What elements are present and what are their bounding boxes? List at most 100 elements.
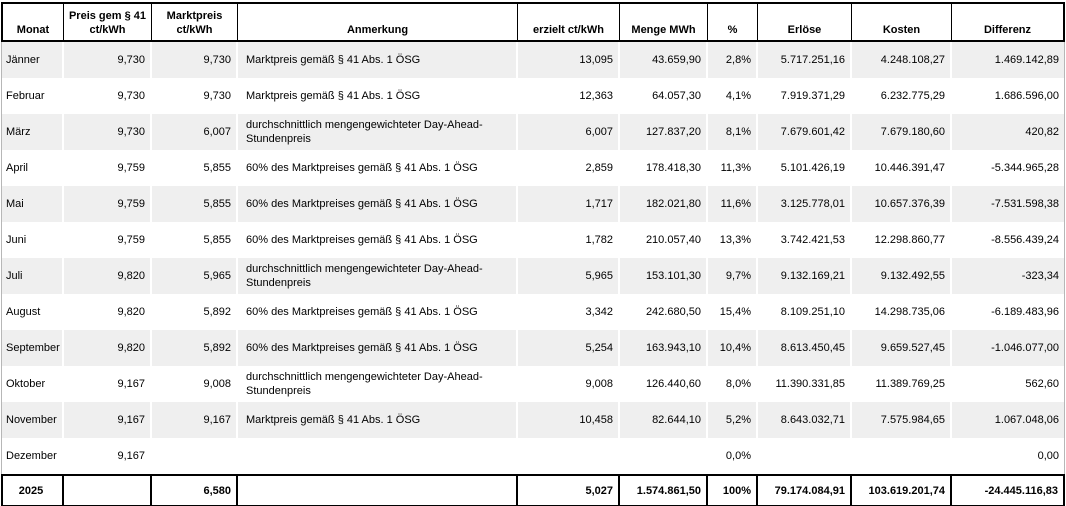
cell-marktpreis[interactable]: 9,008 xyxy=(152,366,238,402)
cell-monat[interactable]: Jänner xyxy=(1,42,64,78)
cell-preis[interactable]: 9,759 xyxy=(64,222,152,258)
column-header-monat[interactable]: Monat xyxy=(1,2,64,42)
cell-erzielt[interactable]: 12,363 xyxy=(518,78,620,114)
cell-differenz[interactable]: 1.469.142,89 xyxy=(952,42,1065,78)
cell-pct[interactable]: 9,7% xyxy=(708,258,758,294)
cell-preis[interactable]: 9,820 xyxy=(64,330,152,366)
cell-kosten[interactable]: 12.298.860,77 xyxy=(852,222,952,258)
cell-erloese[interactable]: 7.679.601,42 xyxy=(758,114,852,150)
total-cell-preis[interactable] xyxy=(64,474,152,506)
cell-marktpreis[interactable]: 5,855 xyxy=(152,150,238,186)
cell-monat[interactable]: September xyxy=(1,330,64,366)
cell-preis[interactable]: 9,759 xyxy=(64,186,152,222)
cell-differenz[interactable]: -5.344.965,28 xyxy=(952,150,1065,186)
cell-differenz[interactable]: 562,60 xyxy=(952,366,1065,402)
total-cell-anmerkung[interactable] xyxy=(238,474,518,506)
cell-erloese[interactable] xyxy=(758,438,852,474)
column-header-differenz[interactable]: Differenz xyxy=(952,2,1065,42)
cell-preis[interactable]: 9,759 xyxy=(64,150,152,186)
cell-monat[interactable]: Mai xyxy=(1,186,64,222)
cell-erloese[interactable]: 8.643.032,71 xyxy=(758,402,852,438)
cell-anmerkung[interactable]: Marktpreis gemäß § 41 Abs. 1 ÖSG xyxy=(238,402,518,438)
cell-pct[interactable]: 11,6% xyxy=(708,186,758,222)
cell-erzielt[interactable]: 3,342 xyxy=(518,294,620,330)
cell-erloese[interactable]: 7.919.371,29 xyxy=(758,78,852,114)
cell-marktpreis[interactable]: 9,167 xyxy=(152,402,238,438)
column-header-pct[interactable]: % xyxy=(708,2,758,42)
cell-menge[interactable]: 182.021,80 xyxy=(620,186,708,222)
cell-marktpreis[interactable]: 6,007 xyxy=(152,114,238,150)
cell-pct[interactable]: 8,1% xyxy=(708,114,758,150)
column-header-kosten[interactable]: Kosten xyxy=(852,2,952,42)
cell-marktpreis[interactable]: 9,730 xyxy=(152,42,238,78)
cell-monat[interactable]: Februar xyxy=(1,78,64,114)
cell-menge[interactable]: 64.057,30 xyxy=(620,78,708,114)
cell-erzielt[interactable]: 2,859 xyxy=(518,150,620,186)
cell-marktpreis[interactable]: 5,892 xyxy=(152,294,238,330)
cell-anmerkung[interactable] xyxy=(238,438,518,474)
cell-marktpreis[interactable]: 5,965 xyxy=(152,258,238,294)
cell-pct[interactable]: 15,4% xyxy=(708,294,758,330)
cell-differenz[interactable]: -6.189.483,96 xyxy=(952,294,1065,330)
cell-menge[interactable]: 163.943,10 xyxy=(620,330,708,366)
cell-pct[interactable]: 13,3% xyxy=(708,222,758,258)
cell-preis[interactable]: 9,730 xyxy=(64,78,152,114)
cell-erloese[interactable]: 5.101.426,19 xyxy=(758,150,852,186)
column-header-erzielt[interactable]: erzielt ct/kWh xyxy=(518,2,620,42)
cell-differenz[interactable]: -1.046.077,00 xyxy=(952,330,1065,366)
cell-menge[interactable]: 153.101,30 xyxy=(620,258,708,294)
total-cell-pct[interactable]: 100% xyxy=(708,474,758,506)
cell-kosten[interactable]: 7.679.180,60 xyxy=(852,114,952,150)
total-cell-kosten[interactable]: 103.619.201,74 xyxy=(852,474,952,506)
cell-monat[interactable]: Juni xyxy=(1,222,64,258)
cell-menge[interactable]: 178.418,30 xyxy=(620,150,708,186)
cell-monat[interactable]: November xyxy=(1,402,64,438)
cell-menge[interactable]: 126.440,60 xyxy=(620,366,708,402)
cell-erloese[interactable]: 11.390.331,85 xyxy=(758,366,852,402)
column-header-marktpreis[interactable]: Marktpreis ct/kWh xyxy=(152,2,238,42)
total-cell-monat[interactable]: 2025 xyxy=(1,474,64,506)
cell-kosten[interactable]: 14.298.735,06 xyxy=(852,294,952,330)
cell-pct[interactable]: 10,4% xyxy=(708,330,758,366)
cell-menge[interactable]: 242.680,50 xyxy=(620,294,708,330)
cell-differenz[interactable]: -8.556.439,24 xyxy=(952,222,1065,258)
cell-kosten[interactable]: 7.575.984,65 xyxy=(852,402,952,438)
cell-preis[interactable]: 9,730 xyxy=(64,42,152,78)
cell-kosten[interactable]: 9.132.492,55 xyxy=(852,258,952,294)
cell-marktpreis[interactable]: 5,855 xyxy=(152,222,238,258)
cell-erloese[interactable]: 8.109.251,10 xyxy=(758,294,852,330)
cell-kosten[interactable] xyxy=(852,438,952,474)
column-header-erloese[interactable]: Erlöse xyxy=(758,2,852,42)
cell-differenz[interactable]: -7.531.598,38 xyxy=(952,186,1065,222)
cell-erzielt[interactable]: 5,254 xyxy=(518,330,620,366)
cell-pct[interactable]: 8,0% xyxy=(708,366,758,402)
cell-erloese[interactable]: 8.613.450,45 xyxy=(758,330,852,366)
cell-menge[interactable]: 127.837,20 xyxy=(620,114,708,150)
cell-menge[interactable]: 82.644,10 xyxy=(620,402,708,438)
cell-anmerkung[interactable]: 60% des Marktpreises gemäß § 41 Abs. 1 Ö… xyxy=(238,330,518,366)
cell-marktpreis[interactable] xyxy=(152,438,238,474)
cell-preis[interactable]: 9,167 xyxy=(64,438,152,474)
cell-differenz[interactable]: 1.686.596,00 xyxy=(952,78,1065,114)
cell-marktpreis[interactable]: 5,892 xyxy=(152,330,238,366)
cell-monat[interactable]: August xyxy=(1,294,64,330)
cell-menge[interactable]: 210.057,40 xyxy=(620,222,708,258)
cell-pct[interactable]: 5,2% xyxy=(708,402,758,438)
cell-monat[interactable]: Juli xyxy=(1,258,64,294)
column-header-anmerkung[interactable]: Anmerkung xyxy=(238,2,518,42)
total-cell-menge[interactable]: 1.574.861,50 xyxy=(620,474,708,506)
cell-anmerkung[interactable]: durchschnittlich mengengewichteter Day-A… xyxy=(238,366,518,402)
column-header-menge[interactable]: Menge MWh xyxy=(620,2,708,42)
cell-anmerkung[interactable]: 60% des Marktpreises gemäß § 41 Abs. 1 Ö… xyxy=(238,294,518,330)
cell-monat[interactable]: Dezember xyxy=(1,438,64,474)
cell-pct[interactable]: 2,8% xyxy=(708,42,758,78)
cell-erzielt[interactable]: 1,717 xyxy=(518,186,620,222)
cell-monat[interactable]: Oktober xyxy=(1,366,64,402)
cell-anmerkung[interactable]: durchschnittlich mengengewichteter Day-A… xyxy=(238,114,518,150)
cell-erzielt[interactable]: 10,458 xyxy=(518,402,620,438)
cell-differenz[interactable]: 0,00 xyxy=(952,438,1065,474)
cell-pct[interactable]: 0,0% xyxy=(708,438,758,474)
cell-anmerkung[interactable]: 60% des Marktpreises gemäß § 41 Abs. 1 Ö… xyxy=(238,150,518,186)
cell-menge[interactable] xyxy=(620,438,708,474)
cell-preis[interactable]: 9,820 xyxy=(64,294,152,330)
